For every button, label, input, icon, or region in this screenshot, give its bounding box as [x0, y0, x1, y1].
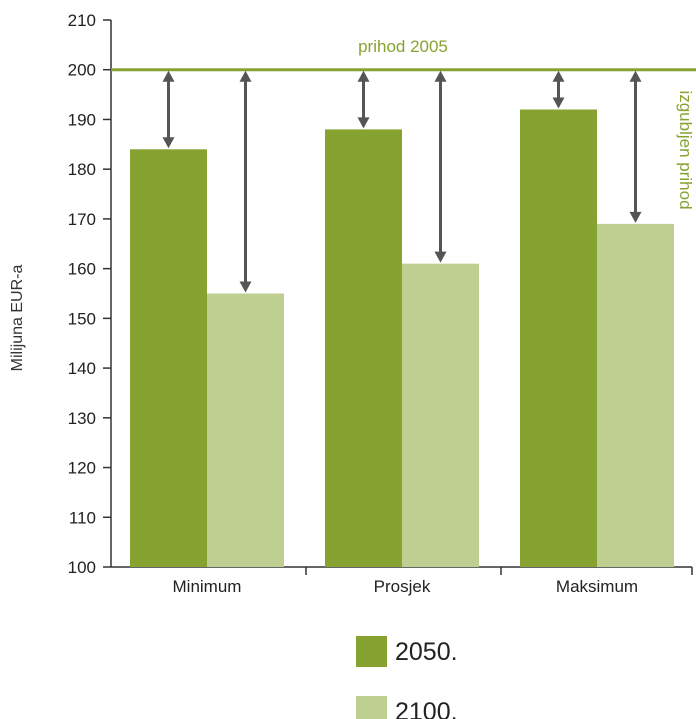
- y-tick-label: 210: [68, 11, 96, 30]
- y-tick-label: 100: [68, 558, 96, 577]
- gap-arrow-head-bottom: [630, 212, 642, 223]
- gap-arrow-head-bottom: [435, 252, 447, 263]
- y-tick-label: 120: [68, 459, 96, 478]
- bar-series-1: [325, 129, 402, 567]
- gap-arrow-head-top: [435, 71, 447, 82]
- gap-arrow-head-bottom: [553, 98, 565, 109]
- gap-arrow-head-top: [163, 71, 175, 82]
- y-tick-label: 180: [68, 160, 96, 179]
- y-tick-label: 130: [68, 409, 96, 428]
- y-tick-label: 170: [68, 210, 96, 229]
- y-tick-label: 200: [68, 61, 96, 80]
- gap-arrow: [240, 71, 252, 293]
- gap-arrow-head-bottom: [358, 117, 370, 128]
- legend-label: 2100.: [395, 698, 458, 719]
- gap-arrow: [163, 71, 175, 149]
- x-category-label: Prosjek: [374, 577, 431, 596]
- y-tick-label: 110: [69, 508, 96, 527]
- y-tick-label: 140: [68, 359, 96, 378]
- y-tick-label: 190: [68, 110, 96, 129]
- gap-arrow-head-top: [630, 71, 642, 82]
- legend-swatch: [356, 696, 387, 719]
- gap-arrow: [553, 71, 565, 109]
- gap-arrow: [358, 71, 370, 129]
- y-tick-label: 150: [68, 309, 96, 328]
- bars: [130, 110, 674, 567]
- y-axis: 100 110 120 130 140 150 160 170 180 190 200 210: [68, 11, 111, 577]
- gap-arrow: [435, 71, 447, 263]
- x-category-label: Minimum: [173, 577, 242, 596]
- gap-arrow-head-top: [358, 71, 370, 82]
- gap-arrow-head-top: [240, 71, 252, 82]
- legend-label: 2050.: [395, 638, 458, 666]
- legend-swatch: [356, 636, 387, 667]
- gap-arrow-head-top: [553, 71, 565, 82]
- y-axis-label: Milijuna EUR-a: [9, 265, 26, 372]
- x-category-label: Maksimum: [556, 577, 638, 596]
- gap-arrow: [630, 71, 642, 223]
- bar-series-2: [207, 294, 284, 568]
- bar-series-2: [402, 264, 479, 567]
- lost-income-label: izgubljen prihod: [676, 90, 695, 209]
- gap-arrow-head-bottom: [163, 137, 175, 148]
- bar-series-1: [130, 149, 207, 567]
- reference-line-label: prihod 2005: [358, 37, 448, 56]
- y-tick-label: 160: [68, 260, 96, 279]
- bar-series-1: [520, 110, 597, 567]
- gap-arrow-head-bottom: [240, 282, 252, 293]
- x-axis: Minimum Prosjek Maksimum: [111, 567, 692, 596]
- bar-series-2: [597, 224, 674, 567]
- legend: 2050. 2100.: [356, 636, 458, 719]
